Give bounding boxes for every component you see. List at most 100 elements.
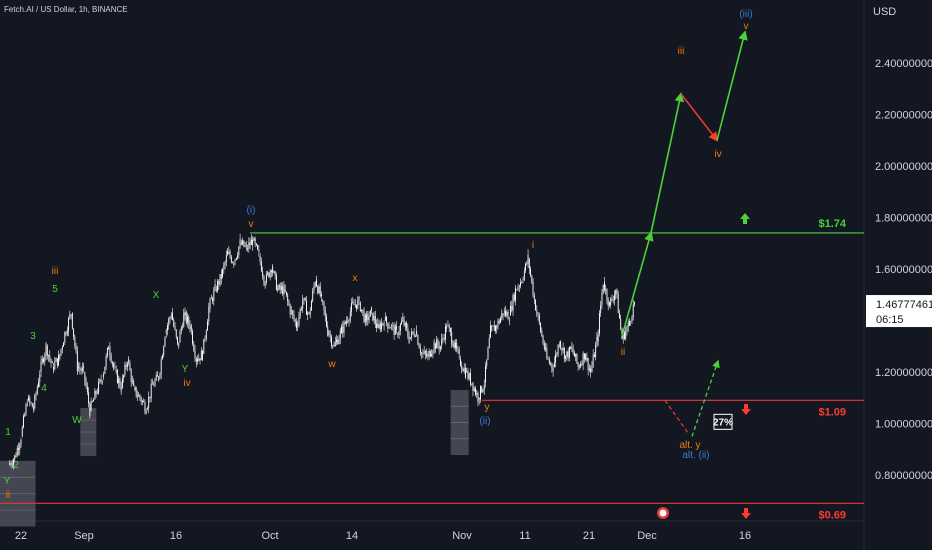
candle-body <box>376 323 378 328</box>
candle-body <box>63 342 65 347</box>
candle-body <box>356 304 357 309</box>
candle-body <box>374 315 376 324</box>
candle-body <box>222 269 224 277</box>
candle-body <box>419 348 421 353</box>
candle-body <box>389 327 391 329</box>
candle-body <box>343 321 345 333</box>
candle-body <box>228 251 230 254</box>
candle-body <box>433 341 435 351</box>
candle-body <box>139 394 141 399</box>
candle-body <box>110 355 112 363</box>
candle-body <box>179 331 181 343</box>
candle-body <box>126 363 128 367</box>
candle-body <box>111 362 113 364</box>
candle-body <box>338 338 340 344</box>
candle-body <box>463 368 465 372</box>
candle-body <box>466 370 468 372</box>
candle-body <box>583 353 585 360</box>
projection-paths: 27% <box>621 30 748 437</box>
candle-body <box>49 355 51 360</box>
candle-body <box>500 318 501 323</box>
candle-body <box>348 319 350 322</box>
level-label-069: $0.69 <box>818 509 846 521</box>
candle-body <box>383 323 385 327</box>
candle-body <box>416 330 418 336</box>
candle-body <box>386 316 388 323</box>
candle-body <box>220 274 222 279</box>
candle-body <box>48 355 49 357</box>
candle-body <box>596 336 598 345</box>
candle-body <box>51 362 53 364</box>
candle-body <box>98 381 100 393</box>
candle-body <box>523 271 525 280</box>
candle-body <box>453 341 455 348</box>
candle-body <box>15 455 17 457</box>
candle-body <box>235 257 237 260</box>
wave-label: ii <box>6 490 10 501</box>
candle-body <box>333 344 335 347</box>
candle-body <box>119 378 121 387</box>
candle-body <box>598 313 600 334</box>
candle-body <box>249 242 251 245</box>
candle-body <box>292 310 294 315</box>
time-tick-label: 16 <box>739 530 751 542</box>
time-axis[interactable]: 22 Sep 16 Oct 14 Nov 11 21 Dec 16 <box>15 507 751 542</box>
candle-body <box>567 351 569 358</box>
currency-label[interactable]: USD <box>873 6 897 18</box>
wave-label: 5 <box>52 284 58 295</box>
candle-body <box>120 386 122 392</box>
alt-projection-segment <box>664 399 690 435</box>
candle-body <box>217 281 219 291</box>
candle-body <box>547 359 549 360</box>
candle-body <box>620 318 622 329</box>
candle-body <box>303 297 305 300</box>
candle-body <box>35 393 37 396</box>
candle-body <box>285 291 287 295</box>
candle-body <box>447 325 449 327</box>
candle-body <box>165 330 167 334</box>
candle-body <box>616 289 618 295</box>
candle-body <box>209 298 211 308</box>
candle-body <box>130 370 132 382</box>
candle-body <box>602 284 604 294</box>
axis-separator <box>0 0 865 550</box>
price-tick-label: 0.80000000 <box>875 470 932 482</box>
candle-body <box>581 363 583 365</box>
candle-body <box>525 263 527 272</box>
candle-body <box>197 359 198 362</box>
projection-wave-segment <box>716 30 748 141</box>
candle-body <box>133 380 135 386</box>
candle-body <box>242 240 244 245</box>
candle-body <box>252 239 254 246</box>
candle-body <box>460 359 461 366</box>
candle-body <box>562 347 564 351</box>
candle-body <box>128 359 130 363</box>
projection-wave-segment <box>621 231 654 337</box>
candle-body <box>443 338 445 340</box>
candle-body <box>556 354 558 355</box>
candle-body <box>608 301 610 306</box>
candle-body <box>313 286 315 291</box>
candle-body <box>422 353 424 355</box>
candle-body <box>229 251 231 257</box>
wave-label: W <box>72 415 82 426</box>
candle-body <box>158 376 160 381</box>
level-label-109: $1.09 <box>818 406 846 418</box>
candle-body <box>480 386 481 400</box>
candle-body <box>468 373 470 379</box>
candle-body <box>541 330 543 337</box>
price-axis[interactable]: 2.40000000 2.20000000 2.00000000 1.80000000… <box>866 58 932 482</box>
candle-body <box>457 349 459 351</box>
candle-body <box>368 316 370 321</box>
candle-body <box>16 448 18 456</box>
candle-body <box>149 396 151 399</box>
candle-body <box>630 321 632 322</box>
price-tick-label: 2.40000000 <box>875 58 932 70</box>
arrow-down-icon <box>741 508 751 519</box>
candle-body <box>314 282 316 287</box>
candle-body <box>257 245 259 250</box>
candle-body <box>501 313 503 319</box>
candle-body <box>353 304 355 306</box>
candle-body <box>568 347 570 358</box>
